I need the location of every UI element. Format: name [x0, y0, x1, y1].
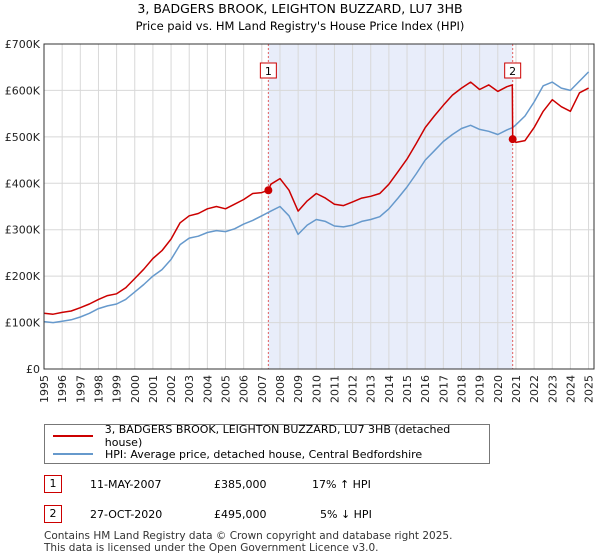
x-tick-label: 2019	[474, 375, 487, 403]
footer-licence: This data is licensed under the Open Gov…	[44, 542, 379, 554]
sale-label-2: 2	[509, 65, 516, 78]
y-tick-label: £100K	[5, 317, 41, 330]
y-tick-label: £500K	[5, 131, 41, 144]
x-tick-label: 2024	[564, 375, 577, 403]
x-tick-label: 2006	[238, 375, 251, 403]
chart-subtitle: Price paid vs. HM Land Registry's House …	[136, 19, 465, 33]
x-tick-label: 1995	[38, 375, 51, 403]
x-tick-label: 2003	[183, 375, 196, 403]
x-tick-label: 2021	[510, 375, 523, 403]
x-tick-label: 2020	[492, 375, 505, 403]
legend-swatch-hpi	[53, 453, 93, 455]
x-tick-label: 2016	[419, 375, 432, 403]
x-tick-label: 1999	[111, 375, 124, 403]
sale-row-2: 2 27-OCT-2020 £495,000 5% ↓ HPI	[44, 505, 544, 525]
sale-badge-1: 1	[44, 475, 62, 493]
price-chart: 3, BADGERS BROOK, LEIGHTON BUZZARD, LU7 …	[5, 1, 596, 403]
x-tick-label: 2009	[292, 375, 305, 403]
x-tick-label: 2022	[528, 375, 541, 403]
property-series-line	[43, 81, 589, 315]
sale-point-1	[264, 186, 273, 195]
x-tick-label: 2010	[310, 375, 323, 403]
x-tick-label: 2000	[129, 375, 142, 403]
y-tick-label: £400K	[5, 177, 41, 190]
x-tick-label: 2004	[201, 375, 214, 403]
legend-label-hpi: HPI: Average price, detached house, Cent…	[105, 447, 423, 461]
sale-badge-2: 2	[44, 505, 62, 523]
x-tick-label: 2002	[165, 375, 178, 403]
sale-hpi-change-2: 5% ↓ HPI	[320, 508, 372, 521]
sale-price-1: £385,000	[214, 478, 267, 491]
sale-label-1: 1	[265, 65, 272, 78]
footer: Contains HM Land Registry data © Crown c…	[44, 530, 584, 554]
legend-swatch-property	[53, 435, 93, 437]
x-tick-label: 1998	[92, 375, 105, 403]
x-tick-label: 2015	[401, 375, 414, 403]
x-tick-label: 2025	[583, 375, 596, 403]
x-tick-label: 2023	[546, 375, 559, 403]
plot-frame	[43, 43, 595, 370]
x-tick-label: 1996	[56, 375, 69, 403]
x-tick-label: 2007	[256, 375, 269, 403]
sale-date-1: 11-MAY-2007	[90, 478, 162, 491]
x-tick-label: 2011	[328, 375, 341, 403]
footer-copyright: Contains HM Land Registry data © Crown c…	[44, 530, 453, 542]
sale-date-2: 27-OCT-2020	[90, 508, 163, 521]
y-tick-label: £700K	[5, 38, 41, 51]
hpi-series-line	[43, 71, 590, 324]
x-tick-label: 1997	[74, 375, 87, 403]
x-tick-label: 2008	[274, 375, 287, 403]
x-tick-label: 2018	[455, 375, 468, 403]
y-tick-label: £0	[26, 363, 40, 376]
legend-label-property: 3, BADGERS BROOK, LEIGHTON BUZZARD, LU7 …	[104, 423, 451, 449]
sale-row-1: 1 11-MAY-2007 £385,000 17% ↑ HPI	[44, 475, 544, 495]
x-tick-label: 2013	[365, 375, 378, 403]
x-tick-label: 2012	[347, 375, 360, 403]
sale-label-box-2	[504, 62, 522, 79]
chart-title: 3, BADGERS BROOK, LEIGHTON BUZZARD, LU7 …	[137, 1, 462, 16]
x-tick-label: 2017	[437, 375, 450, 403]
legend-item-hpi: HPI: Average price, detached house, Cent…	[53, 446, 422, 462]
x-tick-label: 2014	[383, 375, 396, 403]
y-tick-label: £200K	[5, 270, 41, 283]
y-tick-label: £300K	[5, 224, 41, 237]
sale-point-2	[508, 135, 517, 144]
chart-legend: 3, BADGERS BROOK, LEIGHTON BUZZARD, LU7 …	[44, 423, 490, 464]
sale-price-2: £495,000	[214, 508, 267, 521]
sale-label-box-1	[259, 62, 277, 79]
legend-item-property: 3, BADGERS BROOK, LEIGHTON BUZZARD, LU7 …	[53, 423, 489, 449]
sale-hpi-change-1: 17% ↑ HPI	[312, 478, 371, 491]
y-tick-label: £600K	[5, 84, 41, 97]
x-tick-label: 2005	[220, 375, 233, 403]
x-tick-label: 2001	[147, 375, 160, 403]
